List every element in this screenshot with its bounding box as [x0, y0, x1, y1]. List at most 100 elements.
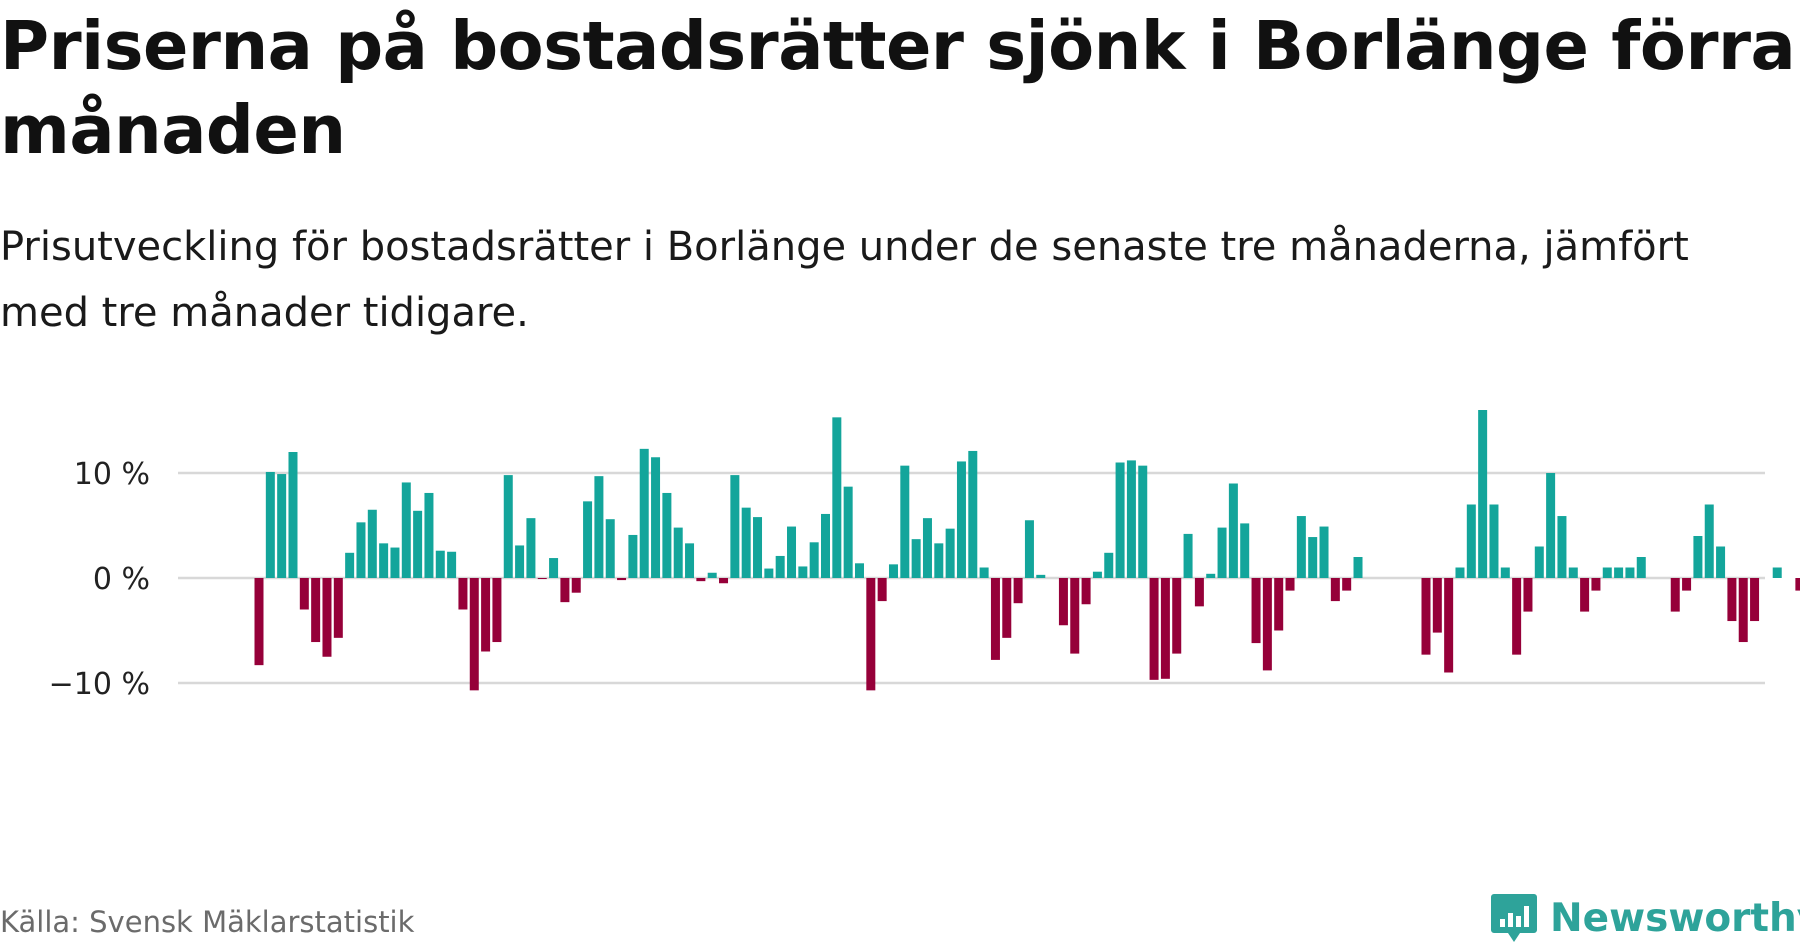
- y-axis-ticks: −10 %0 %10 %: [49, 457, 150, 700]
- bar: [957, 461, 966, 578]
- bar: [1150, 578, 1159, 680]
- bar: [255, 578, 264, 665]
- bar: [1014, 578, 1023, 603]
- bar: [1320, 527, 1329, 578]
- bar: [1229, 484, 1238, 579]
- bar: [1773, 568, 1782, 579]
- bar: [1614, 568, 1623, 579]
- bar: [572, 578, 581, 593]
- bar: [719, 578, 728, 583]
- bar: [1603, 568, 1612, 579]
- bar: [1750, 578, 1759, 621]
- bar: [1104, 553, 1113, 578]
- bar: [560, 578, 569, 602]
- chart-title: Priserna på bostadsrätter sjönk i Borlän…: [0, 4, 1800, 172]
- bar: [912, 539, 921, 578]
- bar: [1161, 578, 1170, 679]
- bar: [1727, 578, 1736, 621]
- bar: [390, 548, 399, 578]
- bar: [1331, 578, 1340, 601]
- bar: [855, 563, 864, 578]
- bar: [1716, 547, 1725, 579]
- bar: [300, 578, 309, 610]
- bar: [1591, 578, 1600, 591]
- bar: [798, 566, 807, 578]
- bar: [685, 543, 694, 578]
- bar: [424, 493, 433, 578]
- bar-chart: −10 %0 %10 % 20122014201720202022 −5 %: [0, 380, 1800, 700]
- bar: [1489, 505, 1498, 579]
- bar: [1433, 578, 1442, 633]
- bar: [844, 487, 853, 578]
- bar: [900, 466, 909, 578]
- bar: [628, 535, 637, 578]
- bar: [277, 474, 286, 578]
- bar: [810, 542, 819, 578]
- bar: [1195, 578, 1204, 606]
- y-tick-label: −10 %: [49, 667, 150, 700]
- bar: [1557, 516, 1566, 578]
- bar: [764, 569, 773, 578]
- bar: [470, 578, 479, 690]
- bar: [356, 522, 365, 578]
- bar: [753, 517, 762, 578]
- bar: [266, 472, 275, 578]
- bar: [1274, 578, 1283, 631]
- bar: [606, 519, 615, 578]
- bar: [526, 518, 535, 578]
- bar: [515, 545, 524, 578]
- bar: [481, 578, 490, 652]
- bar: [1036, 575, 1045, 578]
- bar: [617, 578, 626, 580]
- bars: [255, 410, 1800, 690]
- newsworthy-logo[interactable]: Newsworthy: [1490, 886, 1800, 950]
- bar: [402, 482, 411, 578]
- source-note: Källa: Svensk Mäklarstatistik: [0, 905, 414, 939]
- bar: [787, 527, 796, 578]
- bar: [968, 451, 977, 578]
- bar: [1421, 578, 1430, 655]
- bar: [1127, 460, 1136, 578]
- bar: [334, 578, 343, 638]
- bar: [322, 578, 331, 657]
- bar: [594, 476, 603, 578]
- bar: [696, 578, 705, 581]
- bar: [708, 573, 717, 578]
- bar: [1535, 547, 1544, 579]
- newsworthy-logo-icon: [1490, 892, 1538, 944]
- bar: [674, 528, 683, 578]
- bar: [1263, 578, 1272, 670]
- bar: [1025, 520, 1034, 578]
- bar: [1297, 516, 1306, 578]
- bar: [447, 552, 456, 578]
- bar: [651, 457, 660, 578]
- bar: [662, 493, 671, 578]
- bar: [1512, 578, 1521, 655]
- bar: [946, 529, 955, 578]
- bar: [538, 578, 547, 579]
- y-tick-label: 0 %: [93, 562, 150, 597]
- bar: [1354, 557, 1363, 578]
- bar: [878, 578, 887, 601]
- bar: [1523, 578, 1532, 612]
- bar: [1637, 557, 1646, 578]
- bar: [1093, 572, 1102, 578]
- bar: [923, 518, 932, 578]
- bar: [1002, 578, 1011, 638]
- bar: [640, 449, 649, 578]
- bar: [1240, 523, 1249, 578]
- bar: [1467, 505, 1476, 579]
- bar: [991, 578, 1000, 660]
- bar: [832, 417, 841, 578]
- bar: [1705, 505, 1714, 579]
- bar: [1342, 578, 1351, 591]
- bar: [368, 510, 377, 578]
- bar: [1739, 578, 1748, 642]
- bar: [1795, 578, 1800, 591]
- bar: [1184, 534, 1193, 578]
- bar: [492, 578, 501, 642]
- bar: [730, 475, 739, 578]
- bar: [889, 564, 898, 578]
- bar: [1501, 568, 1510, 579]
- bar: [1070, 578, 1079, 654]
